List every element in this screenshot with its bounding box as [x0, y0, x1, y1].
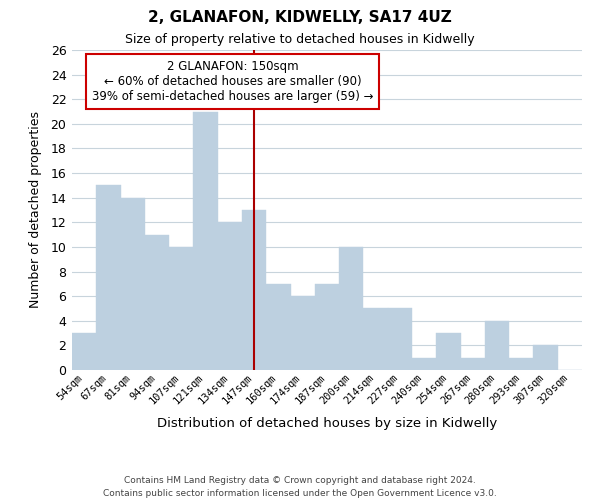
Text: Size of property relative to detached houses in Kidwelly: Size of property relative to detached ho…: [125, 32, 475, 46]
Bar: [436, 333, 461, 370]
Bar: [388, 308, 412, 370]
X-axis label: Distribution of detached houses by size in Kidwelly: Distribution of detached houses by size …: [157, 418, 497, 430]
Bar: [412, 358, 436, 370]
Text: Contains HM Land Registry data © Crown copyright and database right 2024.
Contai: Contains HM Land Registry data © Crown c…: [103, 476, 497, 498]
Bar: [364, 308, 388, 370]
Bar: [290, 296, 315, 370]
Text: 2, GLANAFON, KIDWELLY, SA17 4UZ: 2, GLANAFON, KIDWELLY, SA17 4UZ: [148, 10, 452, 25]
Bar: [145, 234, 169, 370]
Bar: [533, 346, 558, 370]
Bar: [121, 198, 145, 370]
Bar: [485, 321, 509, 370]
Bar: [315, 284, 339, 370]
Bar: [96, 186, 121, 370]
Bar: [266, 284, 290, 370]
Bar: [169, 247, 193, 370]
Bar: [242, 210, 266, 370]
Bar: [218, 222, 242, 370]
Bar: [72, 333, 96, 370]
Bar: [339, 247, 364, 370]
Bar: [193, 112, 218, 370]
Text: 2 GLANAFON: 150sqm
← 60% of detached houses are smaller (90)
39% of semi-detache: 2 GLANAFON: 150sqm ← 60% of detached hou…: [92, 60, 373, 102]
Bar: [509, 358, 533, 370]
Y-axis label: Number of detached properties: Number of detached properties: [29, 112, 42, 308]
Bar: [461, 358, 485, 370]
